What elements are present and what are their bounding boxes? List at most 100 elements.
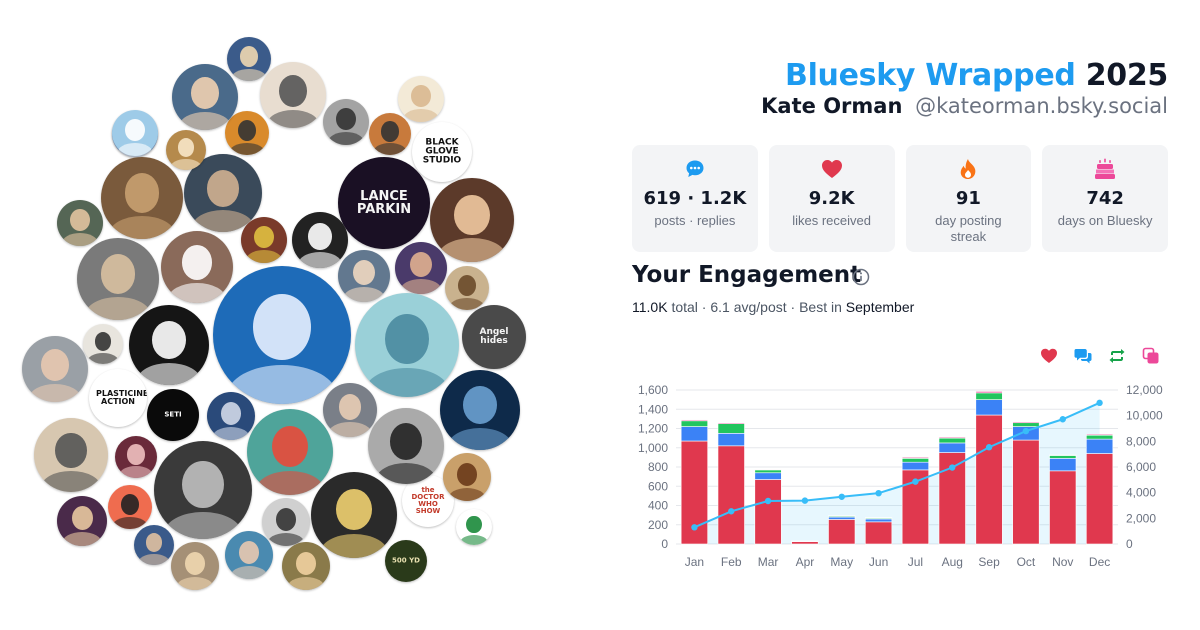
x-tick-label: Dec: [1089, 555, 1110, 569]
bar-segment-mar-0: [754, 479, 782, 545]
avatar[interactable]: [311, 472, 397, 558]
avatar[interactable]: [262, 498, 310, 546]
bar-segment-sep-0: [975, 414, 1003, 545]
avatar[interactable]: LANCE PARKIN: [338, 157, 430, 249]
avatar[interactable]: [161, 231, 233, 303]
avatar[interactable]: [440, 370, 520, 450]
x-tick-label: Jul: [908, 555, 923, 569]
avatar[interactable]: SETI: [147, 389, 199, 441]
avatar[interactable]: [77, 238, 159, 320]
avatar[interactable]: [456, 509, 492, 545]
avatar[interactable]: [260, 62, 326, 128]
bar-segment-nov-1: [1049, 458, 1077, 472]
avatar[interactable]: [34, 418, 108, 492]
avatar[interactable]: [338, 250, 390, 302]
bar-segment-apr-0: [791, 541, 819, 545]
avatar-body-shape: [137, 362, 201, 385]
year-label: 2025: [1085, 58, 1169, 93]
chart-legend: [1040, 347, 1160, 365]
y-right-tick-label: 6,000: [1126, 460, 1156, 474]
avatar[interactable]: [101, 157, 183, 239]
bar-segment-mar-3: [754, 469, 782, 471]
bar-segment-jul-2: [901, 458, 929, 463]
stat-value: 91: [955, 188, 981, 209]
avatar[interactable]: [154, 441, 252, 539]
bar-segment-mar-1: [754, 472, 782, 480]
quotes-legend-quote-icon[interactable]: [1142, 347, 1160, 365]
avatar-label: LANCE PARKIN: [356, 189, 412, 217]
avatar[interactable]: [368, 408, 444, 484]
avatar[interactable]: [292, 212, 348, 268]
avatar[interactable]: [227, 37, 271, 81]
avatar[interactable]: [282, 542, 330, 590]
avatar-head-shape: [177, 138, 195, 158]
avatar[interactable]: Angel hides: [462, 305, 526, 369]
avatar[interactable]: [323, 99, 369, 145]
cumulative-point: [875, 489, 882, 497]
avatar-head-shape: [381, 121, 399, 142]
info-icon[interactable]: [852, 268, 870, 286]
avatar[interactable]: [225, 531, 273, 579]
best-month: September: [845, 299, 915, 315]
avatar[interactable]: [184, 154, 262, 232]
avatar[interactable]: [430, 178, 514, 262]
avatar[interactable]: [115, 436, 157, 478]
avatar[interactable]: [398, 76, 444, 122]
avatar-body-shape: [400, 279, 442, 294]
bar-segment-apr-2: [791, 540, 819, 542]
avatar[interactable]: [166, 130, 206, 170]
avatar-body-shape: [226, 365, 338, 404]
separator-dot: ·: [697, 299, 711, 315]
avatar[interactable]: [395, 242, 447, 294]
avatar[interactable]: [355, 293, 459, 397]
avatar[interactable]: [57, 496, 107, 546]
avatar[interactable]: [225, 111, 269, 155]
y-right-tick-label: 10,000: [1126, 409, 1163, 423]
cumulative-line: [694, 401, 1100, 529]
avatar-head-shape: [295, 551, 317, 575]
cumulative-point: [728, 508, 735, 515]
avatar-body-shape: [373, 143, 407, 155]
reposts-legend-repost-icon[interactable]: [1108, 347, 1126, 365]
avatar[interactable]: [241, 217, 287, 263]
avatar-label: BLACK GLOVE STUDIO: [422, 137, 462, 166]
cumulative-point: [1022, 427, 1030, 435]
avatar[interactable]: [57, 200, 103, 246]
replies-legend-bubble-icon[interactable]: [1074, 347, 1092, 365]
bar-segment-jun-0: [865, 521, 893, 545]
bar-segment-may-3: [828, 515, 856, 517]
avatar[interactable]: [112, 110, 158, 156]
avatar[interactable]: [213, 266, 351, 404]
avatar-head-shape: [463, 386, 497, 425]
cumulative-point: [801, 497, 809, 504]
avatar-head-shape: [335, 489, 373, 531]
avatar[interactable]: [22, 336, 88, 402]
avatar-body-shape: [41, 471, 101, 492]
avatar[interactable]: BLACK GLOVE STUDIO: [412, 122, 472, 182]
cumulative-point: [912, 478, 919, 485]
avatar[interactable]: [247, 409, 333, 495]
separator-dot: ·: [786, 299, 800, 315]
bar-segment-oct-2: [1012, 422, 1040, 427]
avatar[interactable]: [108, 485, 152, 529]
avatar-body-shape: [266, 109, 320, 128]
avatar-body-shape: [178, 111, 232, 130]
user-handle[interactable]: @kateorman.bsky.social: [915, 94, 1168, 118]
avatar[interactable]: [172, 64, 238, 130]
avatar-body-shape: [255, 470, 325, 495]
avatar-head-shape: [253, 293, 311, 360]
avatar[interactable]: 500 YD: [385, 540, 427, 582]
stat-value: 619 · 1.2K: [643, 188, 747, 209]
avatar[interactable]: [445, 266, 489, 310]
bar-segment-sep-3: [975, 391, 1003, 394]
likes-legend-heart-icon[interactable]: [1040, 347, 1058, 365]
avatar[interactable]: [171, 542, 219, 590]
bar-segment-jun-3: [865, 517, 893, 519]
heart-icon: [821, 158, 843, 180]
avatar[interactable]: [83, 324, 123, 364]
avatar[interactable]: [443, 453, 491, 501]
avatar[interactable]: [129, 305, 209, 385]
x-tick-label: Oct: [1017, 555, 1036, 569]
avatar[interactable]: [134, 525, 174, 565]
x-tick-label: Sep: [978, 555, 1000, 569]
